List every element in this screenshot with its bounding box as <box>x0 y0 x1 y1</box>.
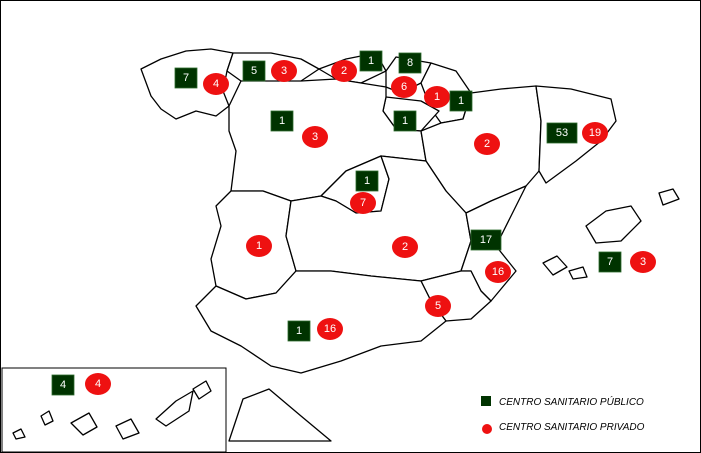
marker-count: 1 <box>279 115 285 127</box>
private-center-marker <box>271 60 297 82</box>
island <box>115 418 140 440</box>
private-center-marker <box>331 60 357 82</box>
africa-coast <box>228 388 332 442</box>
private-center-marker <box>630 251 656 273</box>
marker-count: 2 <box>341 65 347 77</box>
marker-count: 7 <box>607 256 613 268</box>
private-center-marker <box>391 76 417 98</box>
marker-count: 4 <box>60 379 66 391</box>
public-center-marker <box>393 110 417 132</box>
marker-count: 1 <box>364 175 370 187</box>
marker-count: 4 <box>95 378 101 390</box>
public-center-marker <box>470 229 502 251</box>
island <box>192 380 212 400</box>
public-center-marker <box>242 60 266 82</box>
marker-count: 3 <box>640 256 646 268</box>
public-center-marker <box>598 251 622 273</box>
public-center-marker <box>359 50 383 72</box>
private-center-marker <box>485 261 511 283</box>
private-center-marker <box>246 235 272 257</box>
private-center-marker <box>85 373 111 395</box>
region-mallorca <box>585 205 642 244</box>
legend-private-label: CENTRO SANITARIO PRIVADO <box>499 422 645 433</box>
marker-count: 1 <box>458 95 464 107</box>
marker-count: 16 <box>324 323 336 335</box>
marker-count: 5 <box>251 65 257 77</box>
region-ibiza <box>542 255 568 276</box>
marker-count: 1 <box>402 115 408 127</box>
public-center-marker <box>398 52 422 74</box>
marker-count: 53 <box>556 127 568 139</box>
marker-count: 4 <box>213 78 219 90</box>
public-center-marker <box>355 170 379 192</box>
marker-count: 1 <box>296 325 302 337</box>
legend-public-swatch <box>481 396 491 406</box>
marker-count: 2 <box>402 241 408 253</box>
marker-count: 2 <box>484 138 490 150</box>
legend-public-label: CENTRO SANITARIO PÚBLICO <box>499 395 644 408</box>
private-center-marker <box>425 295 451 317</box>
public-center-marker <box>546 122 578 144</box>
private-center-marker <box>317 318 343 340</box>
private-center-marker <box>392 236 418 258</box>
inset-box <box>1 367 227 452</box>
public-center-marker <box>174 67 198 89</box>
marker-count: 1 <box>256 240 262 252</box>
island <box>40 410 54 426</box>
island <box>70 412 98 436</box>
region-menorca <box>658 188 680 206</box>
marker-count: 16 <box>492 266 504 278</box>
private-center-marker <box>582 122 608 144</box>
legend-private-swatch <box>482 424 492 434</box>
public-center-marker <box>449 90 473 112</box>
marker-count: 7 <box>183 72 189 84</box>
marker-count: 7 <box>360 197 366 209</box>
public-center-marker <box>287 320 311 342</box>
marker-count: 1 <box>434 91 440 103</box>
region-formentera <box>568 266 588 280</box>
island <box>12 428 26 440</box>
private-center-marker <box>203 73 229 95</box>
legend: CENTRO SANITARIO PÚBLICO CENTRO SANITARI… <box>481 395 645 434</box>
private-center-marker <box>474 133 500 155</box>
marker-count: 3 <box>312 131 318 143</box>
marker-count: 3 <box>281 65 287 77</box>
island <box>155 390 194 427</box>
public-center-marker <box>270 110 294 132</box>
canary-islands-inset <box>1 367 227 452</box>
private-center-marker <box>350 192 376 214</box>
private-center-marker <box>302 126 328 148</box>
marker-count: 17 <box>480 234 492 246</box>
private-center-marker <box>424 86 450 108</box>
marker-count: 8 <box>407 57 413 69</box>
public-center-marker <box>51 374 75 396</box>
marker-count: 19 <box>589 127 601 139</box>
marker-count: 5 <box>435 300 441 312</box>
marker-count: 1 <box>368 55 374 67</box>
marker-count: 6 <box>401 81 407 93</box>
